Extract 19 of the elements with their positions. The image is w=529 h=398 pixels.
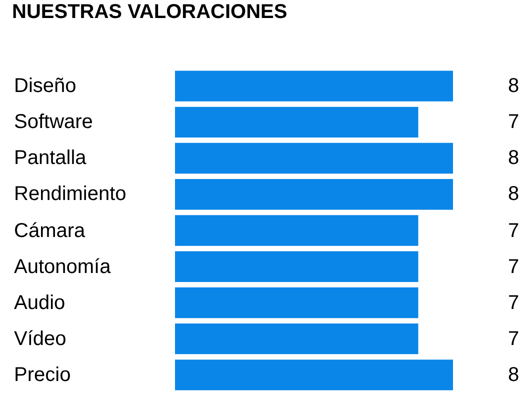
y-tick-label: Rendimiento	[14, 183, 126, 205]
y-tick-label: Software	[14, 111, 93, 133]
data-label: 8	[508, 364, 520, 386]
data-label: 8	[508, 147, 520, 169]
y-tick-label: Cámara	[14, 220, 86, 242]
y-tick-label: Precio	[14, 364, 71, 386]
y-tick-label: Audio	[14, 292, 66, 314]
data-label: 8	[508, 183, 520, 205]
data-label: 7	[508, 111, 520, 133]
data-label: 8	[508, 75, 520, 97]
chart-title: NUESTRAS VALORACIONES	[12, 1, 288, 23]
y-tick-label: Vídeo	[14, 328, 66, 350]
data-label: 7	[508, 328, 520, 350]
data-label: 7	[508, 256, 520, 278]
y-tick-label: Diseño	[14, 75, 76, 97]
y-tick-label: Pantalla	[14, 147, 88, 169]
data-label: 7	[508, 292, 520, 314]
y-tick-label: Autonomía	[14, 256, 112, 278]
data-label: 7	[508, 220, 520, 242]
